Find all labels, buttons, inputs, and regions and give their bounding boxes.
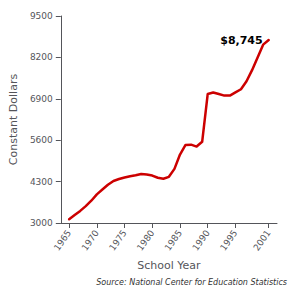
svg-text:1965: 1965 xyxy=(52,228,73,252)
svg-text:6900: 6900 xyxy=(30,94,53,104)
svg-text:8200: 8200 xyxy=(30,52,53,62)
svg-text:4300: 4300 xyxy=(30,177,53,187)
svg-text:Source: National Center for Ed: Source: National Center for Education St… xyxy=(96,278,287,287)
svg-text:School Year: School Year xyxy=(137,259,201,272)
svg-text:5600: 5600 xyxy=(30,135,53,145)
svg-text:1970: 1970 xyxy=(80,228,101,253)
svg-text:9500: 9500 xyxy=(30,11,53,21)
svg-text:Constant Dollars: Constant Dollars xyxy=(7,74,20,166)
svg-text:3000: 3000 xyxy=(30,218,53,228)
svg-text:1995: 1995 xyxy=(218,228,239,252)
svg-text:1990: 1990 xyxy=(190,228,211,253)
svg-text:1985: 1985 xyxy=(163,228,184,252)
svg-text:1980: 1980 xyxy=(135,228,156,253)
svg-text:1975: 1975 xyxy=(107,228,128,252)
svg-text:$8,745: $8,745 xyxy=(220,34,262,47)
svg-text:2001: 2001 xyxy=(251,228,272,252)
